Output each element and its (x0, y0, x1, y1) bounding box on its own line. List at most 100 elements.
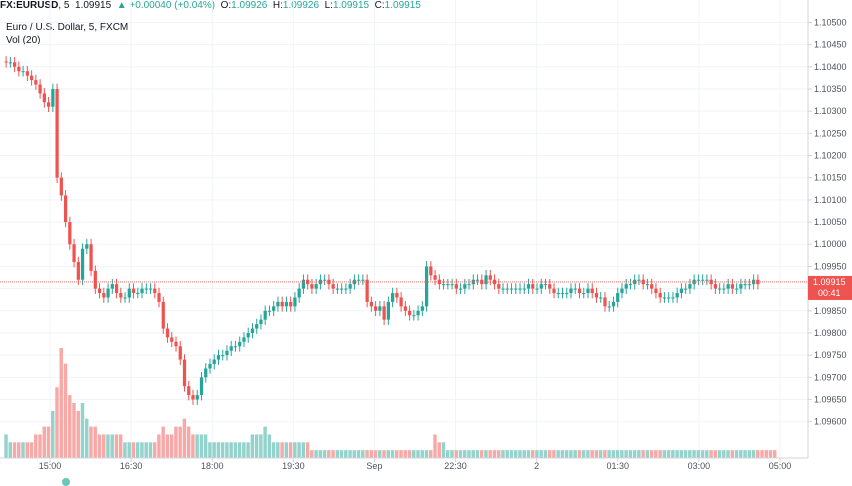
candle-body (85, 244, 89, 249)
candle-body (106, 288, 110, 298)
candle-body (238, 341, 242, 347)
candle-body (667, 297, 671, 299)
volume-bar (403, 450, 407, 458)
candle-body (726, 284, 730, 289)
volume-bar (335, 450, 340, 458)
indicator-dot-icon (62, 478, 70, 486)
candle-body (475, 279, 480, 281)
volume-bar (658, 450, 662, 458)
candle-body (331, 284, 335, 289)
candle-body (250, 328, 255, 333)
candle-body (72, 244, 76, 262)
candle-body (246, 332, 250, 338)
interval-value[interactable]: 5 (63, 0, 70, 11)
volume-bar (539, 450, 543, 458)
volume-bar (552, 450, 556, 458)
candle-body (484, 275, 488, 285)
candle-body (276, 301, 280, 307)
candle-body (221, 355, 225, 357)
candle-body (722, 288, 726, 290)
candle-body (399, 297, 403, 307)
price-tick-label: 1.10000 (814, 239, 847, 249)
candle-body (386, 301, 390, 320)
volume-bar (581, 450, 586, 458)
volume-bar (267, 434, 272, 458)
volume-bar (212, 442, 216, 458)
volume-bar (322, 450, 327, 458)
volume-bar (624, 450, 628, 458)
candle-body (284, 301, 289, 307)
candle-body (365, 279, 369, 302)
price-tick-label: 1.10300 (814, 106, 847, 116)
candle-body (12, 62, 17, 67)
volume-bar (560, 450, 565, 458)
candle-body (195, 395, 199, 400)
volume-bar (106, 434, 110, 458)
price-tick-label: 1.09950 (814, 261, 847, 271)
volume-bar (297, 442, 301, 458)
candle-body (114, 284, 119, 294)
candle-body (671, 297, 675, 299)
candlestick-series (4, 56, 760, 405)
volume-bar (505, 450, 509, 458)
price-tick-label: 1.09700 (814, 372, 847, 382)
candle-body (662, 297, 667, 299)
volume-bar (522, 450, 526, 458)
volume-bar (93, 426, 97, 458)
ohlc-low-label: L: (324, 0, 333, 11)
candle-body (560, 293, 565, 295)
price-axis[interactable]: 1.10500 1.10450 1.10400 1.10350 1.10300 1.102… (808, 17, 847, 427)
candle-body (616, 293, 620, 302)
volume-bar (671, 450, 675, 458)
candle-body (110, 284, 114, 289)
volume-bar (666, 450, 671, 458)
volume-bar (220, 442, 225, 458)
volume-indicator-label[interactable]: Vol (20) (6, 35, 41, 46)
candle-body (569, 288, 573, 294)
candle-body (594, 293, 599, 298)
candle-body (68, 222, 72, 245)
candle-body (144, 288, 148, 290)
volume-bar (178, 426, 182, 458)
candle-body (718, 288, 722, 290)
volume-bar (68, 395, 72, 458)
candle-body (743, 284, 747, 286)
volume-bar (101, 434, 106, 458)
volume-bar (174, 426, 178, 458)
price-tick-label: 1.09750 (814, 350, 847, 360)
candle-body (433, 275, 437, 280)
volume-bar (361, 450, 365, 458)
volume-bar (530, 450, 535, 458)
volume-bar (38, 434, 42, 458)
volume-bar (284, 442, 289, 458)
candle-body (539, 284, 543, 289)
price-tick-label: 1.09800 (814, 328, 847, 338)
volume-bar (161, 426, 165, 458)
volume-bar (225, 442, 229, 458)
time-axis[interactable]: 15:00 16:30 18:00 19:30 Sep 22:30 2 01:30 03:00 0… (39, 458, 792, 471)
symbol-name[interactable]: FX:EURUSD (0, 0, 59, 11)
price-tick-label: 1.10200 (814, 151, 847, 161)
candle-body (624, 284, 628, 289)
volume-bar (441, 442, 446, 458)
candle-body (505, 288, 509, 290)
volume-bar (628, 450, 633, 458)
volume-bar (637, 450, 641, 458)
ohlc-open-label: O: (220, 0, 232, 11)
volume-bar (462, 450, 467, 458)
candle-body (637, 279, 641, 281)
volume-bar (598, 450, 603, 458)
volume-bar (195, 434, 199, 458)
candle-body (306, 279, 310, 285)
volume-bar (51, 410, 55, 458)
candle-body (374, 306, 378, 311)
candle-body (63, 195, 68, 223)
candle-body (556, 293, 560, 295)
volume-bar (446, 450, 450, 458)
volume-bar (97, 434, 102, 458)
volume-bar (713, 450, 718, 458)
volume-bar (429, 450, 433, 458)
volume-bar (603, 450, 607, 458)
volume-bar (263, 426, 267, 458)
